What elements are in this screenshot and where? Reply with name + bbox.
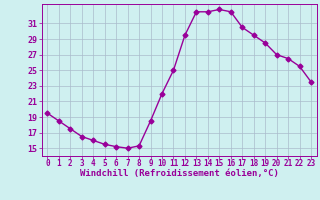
X-axis label: Windchill (Refroidissement éolien,°C): Windchill (Refroidissement éolien,°C) (80, 169, 279, 178)
